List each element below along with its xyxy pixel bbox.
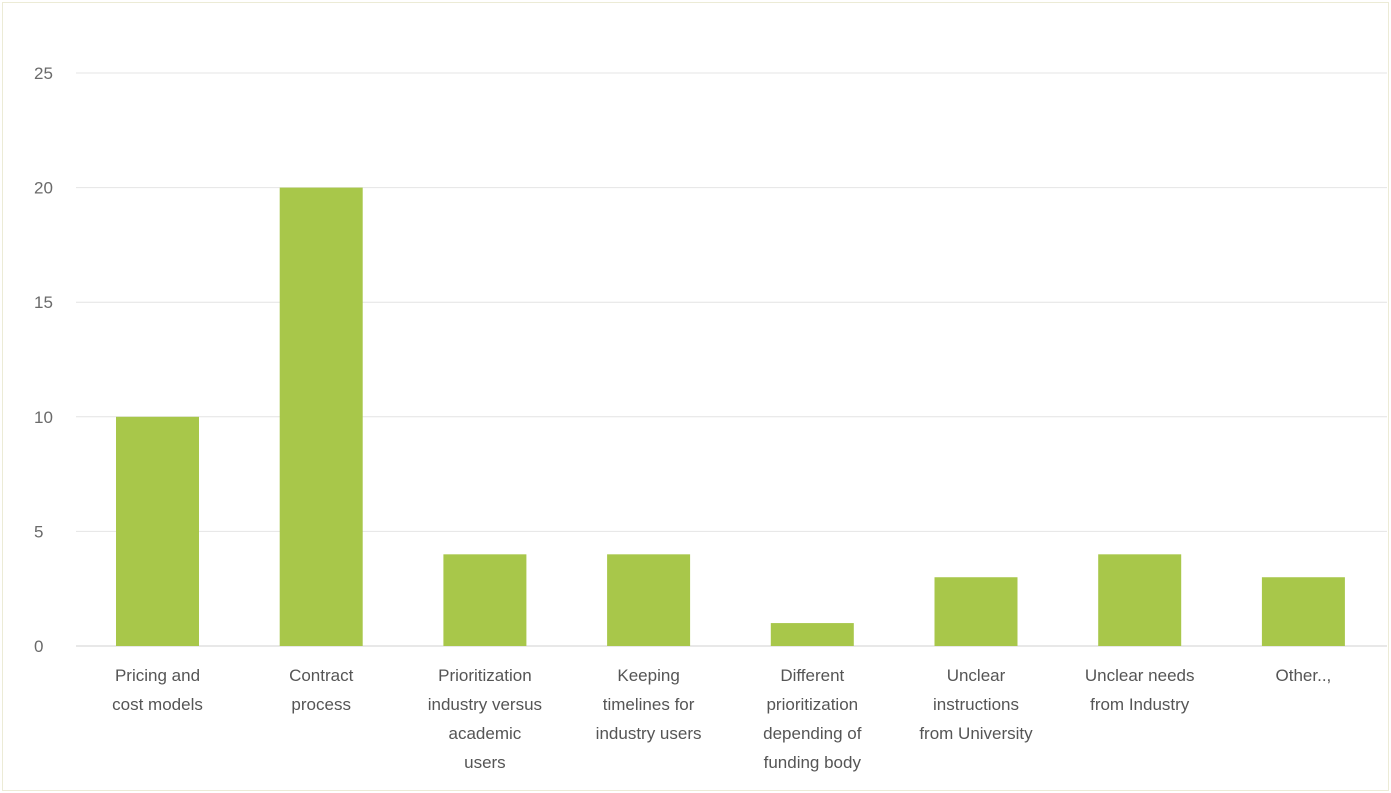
x-category-label: Other..,: [1276, 666, 1332, 685]
grid-lines: [76, 72, 1387, 647]
x-category-label: Different prioritization depending of fundi…: [763, 666, 862, 772]
x-category-label: Unclear instructions from University: [919, 666, 1033, 743]
bar: [443, 554, 527, 646]
y-tick-label: 0: [34, 637, 43, 656]
x-category-label: Prioritization industry versus academic use…: [428, 666, 542, 772]
bar: [279, 187, 363, 646]
y-tick-label: 10: [34, 408, 53, 427]
bar: [1098, 554, 1182, 646]
bar: [607, 554, 691, 646]
bar: [770, 623, 854, 646]
bar: [934, 577, 1018, 646]
x-category-label: Contract process: [289, 666, 354, 714]
y-tick-label: 5: [34, 522, 43, 541]
y-tick-label: 15: [34, 293, 53, 312]
bar-chart: 0 5 10 15 20 25 Pricing and cost models Contrac…: [34, 64, 1387, 772]
x-category-label: Unclear needs from Industry: [1085, 666, 1195, 714]
bar: [1261, 577, 1345, 646]
y-tick-label: 25: [34, 64, 53, 83]
bar: [116, 416, 199, 646]
x-axis-labels: Pricing and cost models Contract process Pri…: [112, 666, 1331, 772]
x-category-label: Pricing and cost models: [112, 666, 203, 714]
y-axis-ticks: 0 5 10 15 20 25: [34, 64, 53, 656]
x-category-label: Keeping timelines for industry users: [596, 666, 702, 743]
bars: [116, 187, 1345, 646]
y-tick-label: 20: [34, 179, 53, 198]
